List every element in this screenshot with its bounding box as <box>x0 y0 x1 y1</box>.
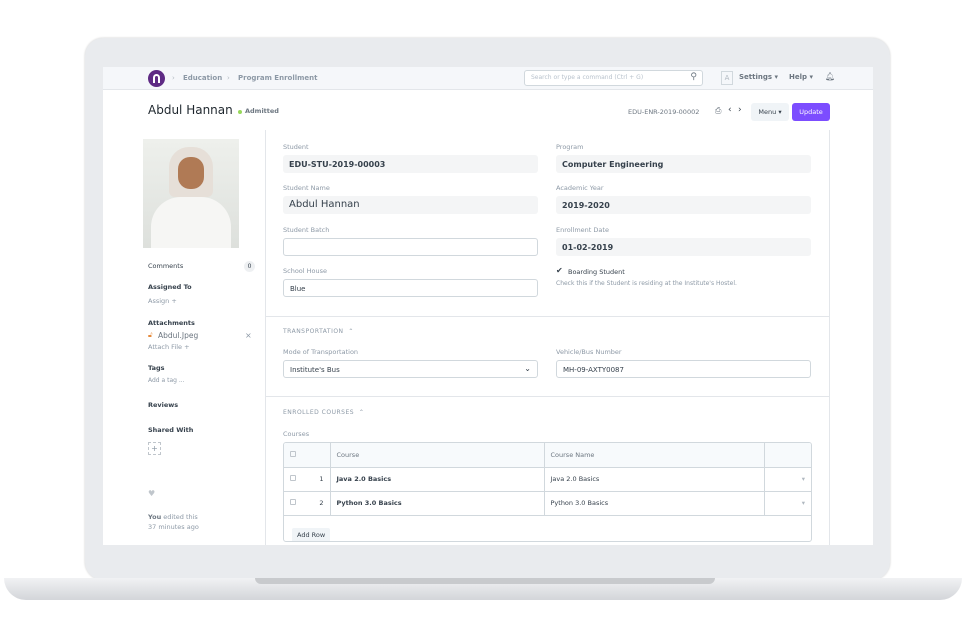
table-row[interactable]: 2 Python 3.0 Basics Python 3.0 Basics ▾ <box>284 490 811 516</box>
assign-link[interactable]: Assign + <box>148 297 177 305</box>
prev-icon[interactable]: ‹ <box>728 105 732 115</box>
search-placeholder: Search or type a command (Ctrl + G) <box>531 74 644 81</box>
chevron-down-icon: ⌄ <box>524 364 531 373</box>
shared-with-heading: Shared With <box>148 426 194 434</box>
table-row[interactable]: 1 Java 2.0 Basics Java 2.0 Basics ▾ <box>284 466 811 492</box>
settings-label: Settings <box>739 73 773 81</box>
assigned-to-heading: Assigned To <box>148 283 192 291</box>
course-name-cell[interactable]: Java 2.0 Basics <box>543 466 765 492</box>
mode-value: Institute's Bus <box>290 366 340 374</box>
search-icon: ⚲ <box>690 72 697 82</box>
column-course-name: Course Name <box>543 443 765 468</box>
column-course: Course <box>329 443 545 468</box>
row-edit-icon[interactable]: ▾ <box>763 490 811 516</box>
edited-time: 37 minutes ago <box>148 523 199 531</box>
courses-section-toggle[interactable]: ENROLLED COURSES ⌃ <box>283 409 365 416</box>
vehicle-field[interactable]: MH-09-AXTY0087 <box>556 360 811 378</box>
attachment-link[interactable]: Abdul.Jpeg <box>158 331 199 340</box>
breadcrumb-education[interactable]: Education <box>183 74 223 82</box>
course-name-cell[interactable]: Python 3.0 Basics <box>543 490 765 516</box>
student-field[interactable]: EDU-STU-2019-00003 <box>283 155 538 173</box>
add-tag-link[interactable]: Add a tag ... <box>148 377 185 384</box>
enrollment-date-field[interactable]: 01-02-2019 <box>556 238 811 256</box>
enrollment-date-label: Enrollment Date <box>556 226 609 234</box>
search-input[interactable]: Search or type a command (Ctrl + G) ⚲ <box>524 70 703 86</box>
academic-year-label: Academic Year <box>556 184 604 192</box>
attachments-heading: Attachments <box>148 319 195 327</box>
edited-text: edited this <box>163 513 198 521</box>
menu-button[interactable]: Menu ▾ <box>751 103 789 121</box>
school-house-field[interactable]: Blue <box>283 279 538 297</box>
row-number: 1 <box>319 475 324 483</box>
vehicle-label: Vehicle/Bus Number <box>556 348 622 356</box>
menu-label: Menu <box>758 108 777 116</box>
doc-id: EDU-ENR-2019-00002 <box>628 108 700 116</box>
row-edit-icon[interactable]: ▾ <box>763 466 811 492</box>
form-panel <box>265 130 830 545</box>
page-title: Abdul Hannan <box>148 103 233 117</box>
table-header: Course Course Name <box>284 443 811 468</box>
school-house-label: School House <box>283 267 328 275</box>
app-logo[interactable] <box>148 70 165 87</box>
heart-icon[interactable]: ♥ <box>148 489 156 498</box>
divider <box>266 396 830 397</box>
remove-attachment-icon[interactable]: × <box>245 331 252 340</box>
laptop-notch <box>255 578 715 584</box>
student-label: Student <box>283 143 309 151</box>
mode-select[interactable]: Institute's Bus ⌄ <box>283 360 538 378</box>
mode-label: Mode of Transportation <box>283 348 359 356</box>
transportation-section-toggle[interactable]: TRANSPORTATION ⌃ <box>283 328 354 335</box>
laptop-base <box>4 578 962 600</box>
status-dot <box>238 110 242 114</box>
share-add-button[interactable]: + <box>148 442 161 455</box>
student-name-field[interactable]: Abdul Hannan <box>283 196 538 214</box>
avatar[interactable]: A <box>721 71 733 85</box>
comments-count: 0 <box>244 261 255 272</box>
print-icon[interactable]: ⎙ <box>715 106 722 115</box>
reviews-heading: Reviews <box>148 401 179 409</box>
course-cell[interactable]: Python 3.0 Basics <box>329 490 545 516</box>
row-checkbox[interactable] <box>290 499 296 505</box>
row-checkbox[interactable] <box>290 475 296 481</box>
unlock-icon: 🔓︎ <box>148 331 153 339</box>
breadcrumb-separator: › <box>172 74 175 82</box>
navbar: › Education › Program Enrollment Search … <box>103 67 873 90</box>
row-number: 2 <box>319 499 324 507</box>
select-all-checkbox[interactable] <box>290 450 296 457</box>
boarding-label: Boarding Student <box>568 268 625 276</box>
attach-file-link[interactable]: Attach File + <box>148 343 190 351</box>
next-icon[interactable]: › <box>738 105 742 115</box>
update-button[interactable]: Update <box>792 103 830 121</box>
tags-heading: Tags <box>148 364 165 372</box>
help-dropdown[interactable]: Help ▾ <box>789 73 813 81</box>
add-row-button[interactable]: Add Row <box>292 527 331 541</box>
bell-icon[interactable]: 🔔︎ <box>825 72 836 81</box>
edited-by: You <box>148 513 162 521</box>
academic-year-field[interactable]: 2019-2020 <box>556 196 811 214</box>
boarding-help: Check this if the Student is residing at… <box>556 280 737 287</box>
boarding-checkbox[interactable]: ✔ <box>556 266 563 275</box>
student-batch-label: Student Batch <box>283 226 330 234</box>
breadcrumb-program-enrollment[interactable]: Program Enrollment <box>238 74 318 82</box>
transportation-heading: TRANSPORTATION <box>283 328 344 335</box>
courses-table: Course Course Name 1 Java 2.0 Basics Jav… <box>283 442 812 542</box>
comments-label: Comments <box>148 262 184 270</box>
settings-dropdown[interactable]: Settings ▾ <box>739 73 778 81</box>
program-label: Program <box>556 143 584 151</box>
screen: › Education › Program Enrollment Search … <box>103 67 873 545</box>
student-photo <box>143 139 239 248</box>
student-name-label: Student Name <box>283 184 330 192</box>
student-batch-field[interactable] <box>283 238 538 256</box>
course-cell[interactable]: Java 2.0 Basics <box>329 466 545 492</box>
breadcrumb-separator: › <box>227 74 230 82</box>
program-field[interactable]: Computer Engineering <box>556 155 811 173</box>
courses-heading: ENROLLED COURSES <box>283 409 355 416</box>
divider <box>266 316 830 317</box>
status-badge: Admitted <box>245 107 279 115</box>
courses-label: Courses <box>283 430 310 438</box>
help-label: Help <box>789 73 808 81</box>
